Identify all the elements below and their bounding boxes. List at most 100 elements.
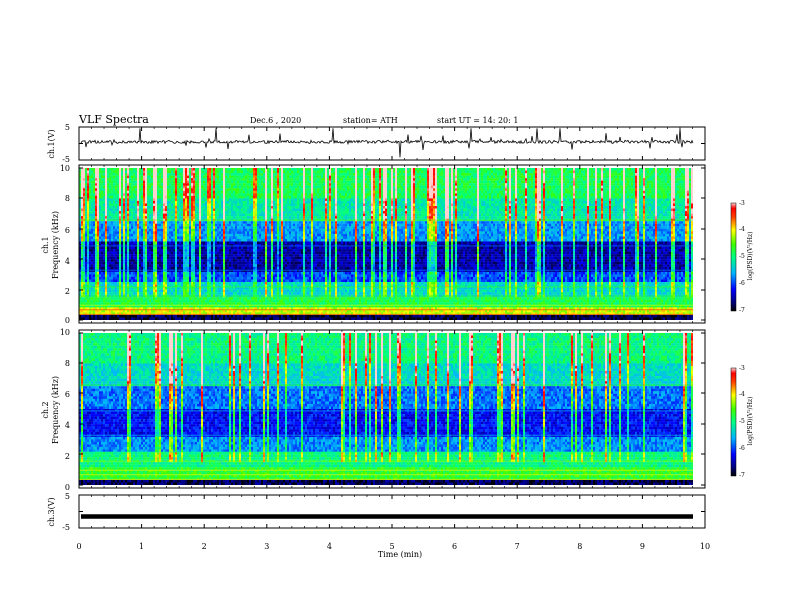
spectrogram-cell xyxy=(135,269,138,273)
spectrogram-cell xyxy=(223,292,226,295)
spectrogram-cell xyxy=(147,244,150,247)
spectrogram-cell xyxy=(223,206,226,209)
spectrogram-cell xyxy=(167,246,170,250)
spectrogram-cell xyxy=(167,193,170,197)
spectrogram-cell xyxy=(213,261,216,265)
spectrogram-cell xyxy=(151,249,154,252)
spectrogram-cell xyxy=(223,228,226,232)
spectrogram-cell xyxy=(201,307,204,311)
spectrogram-cell xyxy=(133,312,136,316)
spectrogram-cell xyxy=(209,223,212,227)
spectrogram-cell xyxy=(131,183,134,186)
spectrogram-cell xyxy=(203,190,206,194)
spectrogram-cell xyxy=(229,175,232,179)
spectrogram-cell xyxy=(197,289,200,293)
spectrogram-cell xyxy=(199,188,202,191)
spectrogram-cell xyxy=(233,213,236,217)
spectrogram-cell xyxy=(131,195,134,199)
spectrogram-cell xyxy=(187,284,190,288)
spectrogram-cell xyxy=(109,241,112,245)
spectrogram-cell xyxy=(207,188,210,191)
spectrogram-cell xyxy=(145,302,148,305)
spectrogram-cell xyxy=(85,168,88,171)
spectrogram-cell xyxy=(105,274,108,278)
spectrogram-cell xyxy=(207,226,210,229)
spectrogram-cell xyxy=(133,249,136,252)
spectrogram-cell xyxy=(147,254,150,257)
spectrogram-cell xyxy=(205,168,208,171)
spectrogram-cell xyxy=(183,203,186,207)
spectrogram-cell xyxy=(83,314,86,318)
spectrogram-cell xyxy=(149,180,152,184)
spectrogram-cell xyxy=(229,228,232,232)
spectrogram-cell xyxy=(233,302,236,305)
spectrogram-cell xyxy=(153,238,156,242)
spectrogram-cell xyxy=(85,211,88,214)
spectrogram-cell xyxy=(205,200,208,204)
spectrogram-cell xyxy=(145,238,148,242)
spectrogram-cell xyxy=(191,271,194,275)
spectrogram-cell xyxy=(163,269,166,273)
spectrogram-cell xyxy=(205,307,208,311)
spectrogram-cell xyxy=(97,251,100,255)
spectrogram-cell xyxy=(95,261,98,265)
spectrogram-cell xyxy=(191,292,194,295)
spectrogram-cell xyxy=(141,200,144,204)
spectrogram-cell xyxy=(127,307,130,311)
spectrogram-cell xyxy=(167,203,170,207)
spectrogram-cell xyxy=(207,223,210,227)
spectrogram-cell xyxy=(211,175,214,179)
spectrogram-cell xyxy=(231,271,234,275)
spectrogram-cell xyxy=(131,188,134,191)
spectrogram-cell xyxy=(203,178,206,181)
spectrogram-cell xyxy=(215,221,218,224)
spectrogram-cell xyxy=(209,244,212,247)
spectrogram-cell xyxy=(159,223,162,227)
spectrogram-cell xyxy=(83,309,86,313)
spectrogram-cell xyxy=(171,216,174,219)
spectrogram-cell xyxy=(133,254,136,257)
spectrogram-cell xyxy=(153,271,156,275)
spectrogram-cell xyxy=(217,282,220,285)
spectrogram-cell xyxy=(109,302,112,305)
spectrogram-cell xyxy=(107,178,110,181)
spectrogram-cell xyxy=(235,317,238,320)
spectrogram-cell xyxy=(117,297,120,300)
spectrogram-cell xyxy=(87,203,90,207)
spectrogram-cell xyxy=(171,297,174,300)
spectrogram-cell xyxy=(149,276,152,280)
spectrogram-cell xyxy=(87,317,90,320)
spectrogram-cell xyxy=(225,223,228,227)
spectrogram-cell xyxy=(99,297,102,300)
spectrogram-cell xyxy=(139,261,142,265)
spectrogram-cell xyxy=(215,241,218,245)
spectrogram-cell xyxy=(103,279,106,283)
spectrogram-cell xyxy=(199,241,202,245)
spectrogram-cell xyxy=(107,302,110,305)
spectrogram-cell xyxy=(177,304,180,308)
spectrogram-cell xyxy=(101,314,104,318)
spectrogram-cell xyxy=(139,193,142,197)
spectrogram-cell xyxy=(215,195,218,199)
spectrogram-cell xyxy=(123,276,126,280)
spectrogram-cell xyxy=(203,193,206,197)
spectrogram-cell xyxy=(209,175,212,179)
spectrogram-cell xyxy=(111,279,114,283)
spectrogram-cell xyxy=(239,193,242,197)
spectrogram-cell xyxy=(141,249,144,252)
spectrogram-cell xyxy=(101,299,104,303)
spectrogram-cell xyxy=(171,312,174,316)
spectrogram-cell xyxy=(209,289,212,293)
spectrogram-cell xyxy=(159,249,162,252)
spectrogram-cell xyxy=(193,274,196,278)
spectrogram-cell xyxy=(181,309,184,313)
spectrogram-cell xyxy=(101,178,104,181)
spectrogram-cell xyxy=(229,195,232,199)
spectrogram-cell xyxy=(191,193,194,197)
spectrogram-cell xyxy=(127,304,130,308)
spectrogram-cell xyxy=(115,226,118,229)
spectrogram-cell xyxy=(103,173,106,176)
spectrogram-cell xyxy=(207,282,210,285)
spectrogram-cell xyxy=(229,183,232,186)
spectrogram-cell xyxy=(195,236,198,240)
